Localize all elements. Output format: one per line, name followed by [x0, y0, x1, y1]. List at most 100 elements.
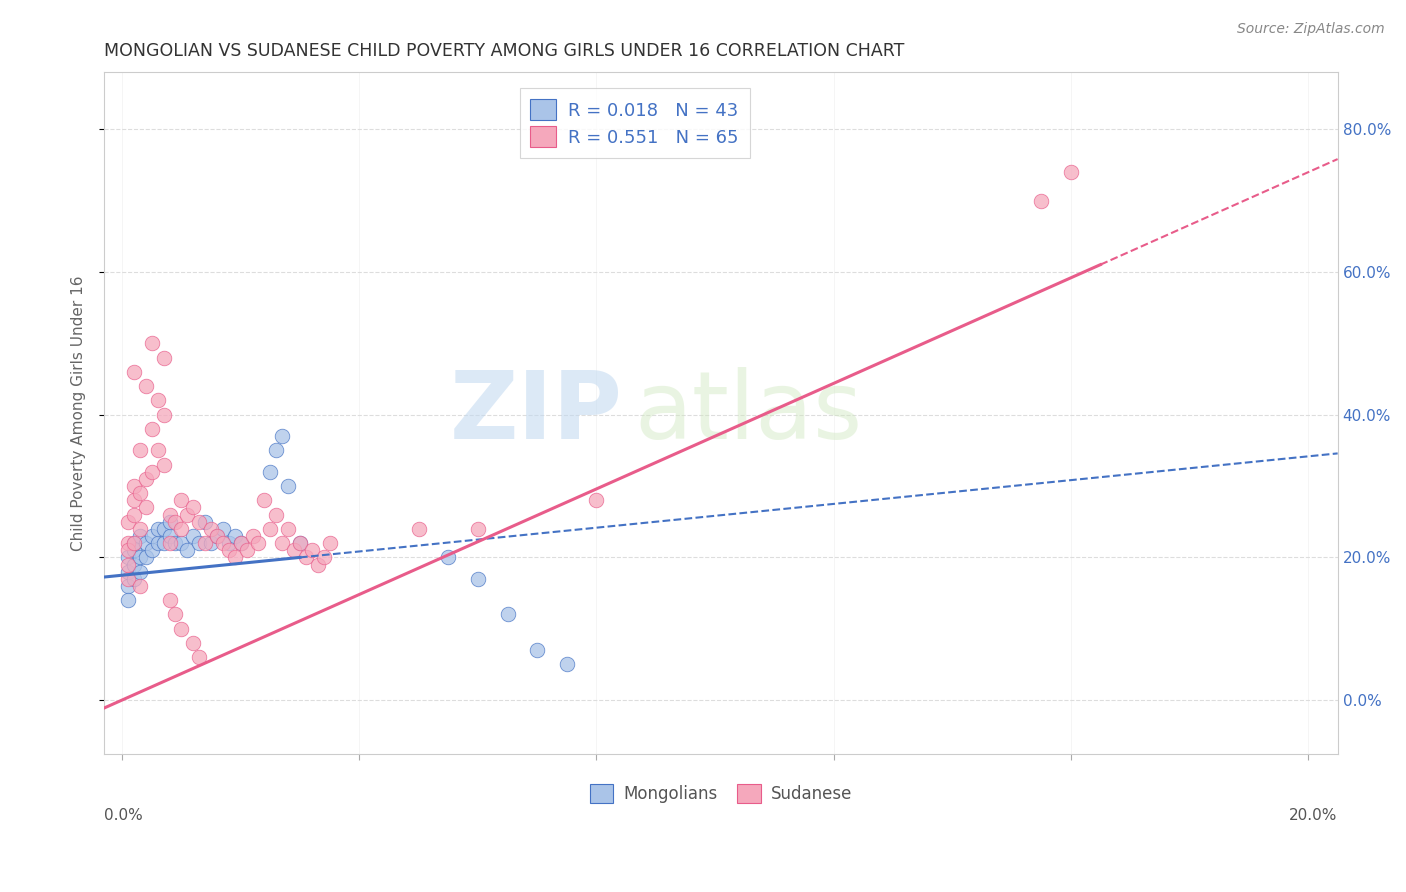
Point [224, 529, 246, 543]
Point [176, 508, 198, 522]
Point [128, 529, 150, 543]
Point [271, 536, 294, 550]
Point [165, 607, 187, 622]
Point [128, 443, 150, 458]
Point [318, 536, 340, 550]
Point [122, 493, 145, 508]
Point [224, 550, 246, 565]
Point [212, 522, 235, 536]
Point [181, 636, 204, 650]
Y-axis label: Child Poverty Among Girls Under 16: Child Poverty Among Girls Under 16 [72, 276, 86, 550]
Point [122, 543, 145, 558]
Point [170, 622, 193, 636]
Point [170, 536, 193, 550]
Point [200, 522, 222, 536]
Point [235, 543, 257, 558]
Point [218, 536, 240, 550]
Point [1031, 194, 1053, 208]
Point [117, 536, 139, 550]
Point [117, 579, 139, 593]
Text: atlas: atlas [634, 367, 863, 459]
Point [229, 536, 252, 550]
Point [181, 529, 204, 543]
Point [128, 565, 150, 579]
Point [122, 365, 145, 379]
Point [146, 443, 169, 458]
Point [159, 593, 181, 607]
Point [146, 522, 169, 536]
Point [135, 379, 157, 393]
Text: Source: ZipAtlas.com: Source: ZipAtlas.com [1237, 22, 1385, 37]
Point [247, 536, 270, 550]
Point [218, 543, 240, 558]
Point [181, 500, 204, 515]
Text: 0.0%: 0.0% [104, 808, 143, 823]
Point [159, 515, 181, 529]
Point [122, 508, 145, 522]
Point [146, 536, 169, 550]
Point [122, 536, 145, 550]
Point [188, 650, 211, 665]
Point [205, 529, 228, 543]
Point [288, 536, 311, 550]
Point [205, 529, 228, 543]
Point [264, 508, 287, 522]
Point [277, 479, 299, 493]
Point [259, 465, 281, 479]
Point [135, 550, 157, 565]
Text: MONGOLIAN VS SUDANESE CHILD POVERTY AMONG GIRLS UNDER 16 CORRELATION CHART: MONGOLIAN VS SUDANESE CHILD POVERTY AMON… [104, 42, 904, 60]
Point [117, 593, 139, 607]
Point [408, 522, 430, 536]
Point [188, 515, 211, 529]
Point [141, 465, 163, 479]
Point [117, 550, 139, 565]
Point [122, 479, 145, 493]
Point [467, 572, 489, 586]
Point [283, 543, 305, 558]
Point [496, 607, 519, 622]
Point [585, 493, 607, 508]
Point [312, 550, 335, 565]
Point [128, 522, 150, 536]
Point [467, 522, 489, 536]
Point [141, 543, 163, 558]
Point [242, 529, 264, 543]
Point [264, 443, 287, 458]
Point [135, 472, 157, 486]
Point [165, 536, 187, 550]
Point [152, 536, 174, 550]
Point [141, 336, 163, 351]
Point [159, 529, 181, 543]
Point [117, 543, 139, 558]
Point [135, 500, 157, 515]
Point [122, 536, 145, 550]
Point [253, 493, 276, 508]
Point [295, 550, 318, 565]
Point [188, 536, 211, 550]
Legend: Mongolians, Sudanese: Mongolians, Sudanese [583, 777, 859, 810]
Point [229, 536, 252, 550]
Point [141, 529, 163, 543]
Point [555, 657, 578, 672]
Point [170, 522, 193, 536]
Point [1060, 165, 1083, 179]
Point [194, 536, 217, 550]
Point [152, 458, 174, 472]
Point [128, 550, 150, 565]
Point [170, 493, 193, 508]
Point [307, 558, 329, 572]
Point [159, 536, 181, 550]
Point [288, 536, 311, 550]
Point [135, 536, 157, 550]
Point [152, 408, 174, 422]
Point [117, 572, 139, 586]
Point [259, 522, 281, 536]
Point [117, 565, 139, 579]
Point [152, 522, 174, 536]
Point [117, 515, 139, 529]
Point [301, 543, 323, 558]
Point [165, 515, 187, 529]
Point [117, 558, 139, 572]
Point [277, 522, 299, 536]
Point [128, 579, 150, 593]
